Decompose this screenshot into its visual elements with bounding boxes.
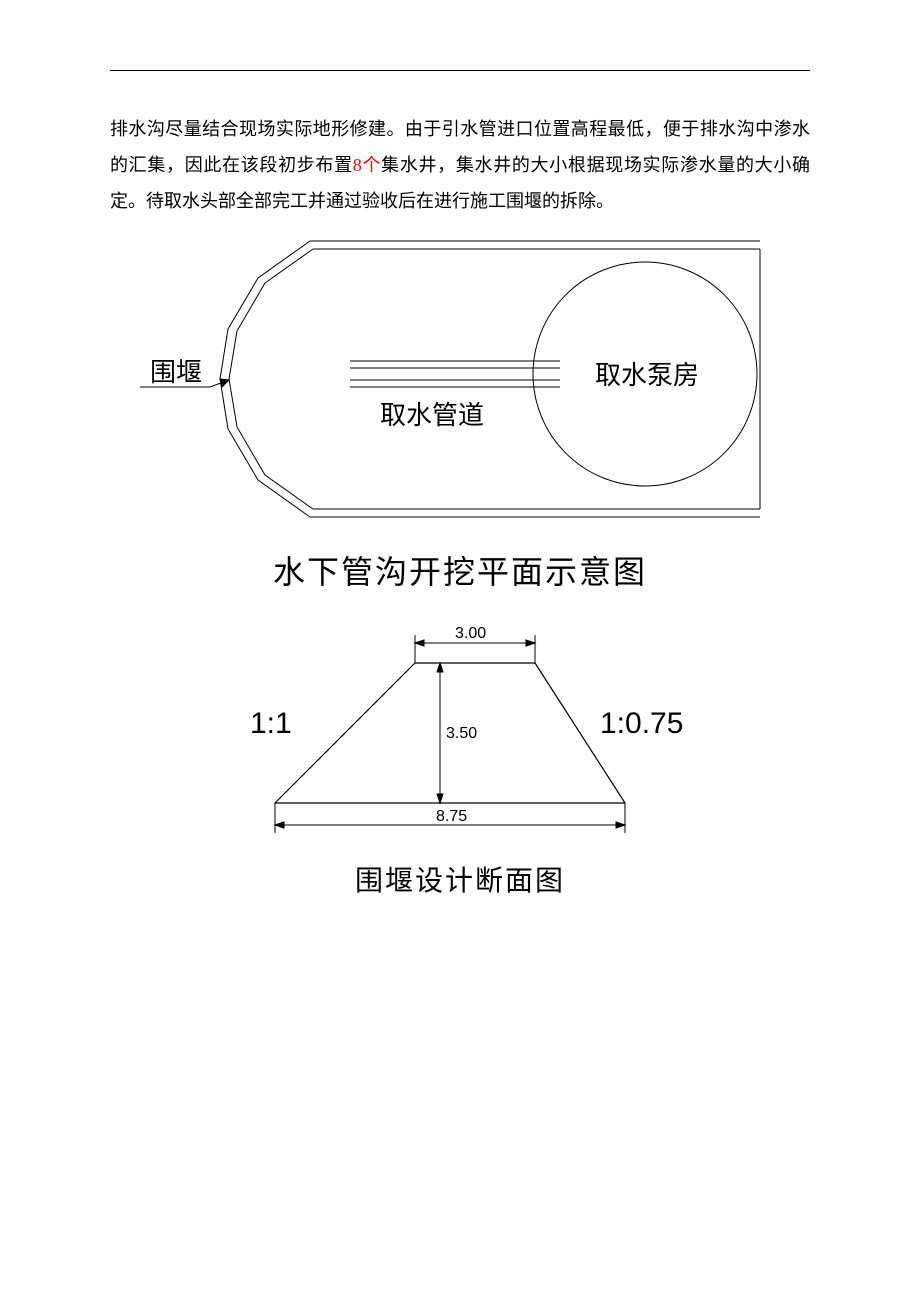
intake-pipe-lines (350, 361, 560, 387)
pipe-label: 取水管道 (380, 401, 484, 430)
section-figure-title: 围堰设计断面图 (110, 859, 810, 899)
section-diagram-svg: 3.00 3.50 8.75 1:1 1:0.75 (180, 603, 740, 853)
body-paragraph: 排水沟尽量结合现场实际地形修建。由于引水管进口位置高程最低，便于排水沟中渗水的汇… (110, 111, 810, 219)
plan-figure: 围堰 取水管道 取水泵房 水下管沟开挖平面示意图 (110, 229, 810, 593)
plan-figure-title: 水下管沟开挖平面示意图 (110, 547, 810, 593)
slope-right-label: 1:0.75 (600, 707, 683, 740)
plan-diagram-svg: 围堰 取水管道 取水泵房 (140, 229, 780, 529)
pump-house-label: 取水泵房 (595, 361, 699, 390)
height-value: 3.50 (446, 725, 477, 742)
horizontal-rule (110, 70, 810, 71)
weir-label: 围堰 (150, 358, 202, 387)
height-dimension (437, 663, 443, 803)
document-page: 排水沟尽量结合现场实际地形修建。由于引水管进口位置高程最低，便于排水沟中渗水的汇… (0, 0, 920, 899)
top-width-value: 3.00 (455, 625, 486, 642)
section-figure: 3.00 3.50 8.75 1:1 1:0.75 围堰设计断面图 (110, 603, 810, 899)
well-count-highlight: 8个 (353, 155, 381, 175)
slope-left-label: 1:1 (250, 707, 292, 740)
bottom-width-value: 8.75 (436, 808, 467, 825)
